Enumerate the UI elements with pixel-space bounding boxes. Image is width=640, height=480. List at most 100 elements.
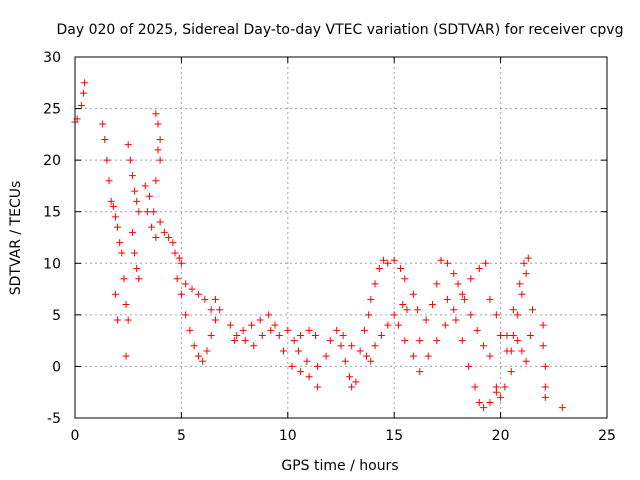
data-point — [126, 156, 134, 164]
data-point — [371, 280, 379, 288]
data-point — [248, 321, 256, 329]
data-point — [507, 368, 515, 376]
data-point — [160, 228, 168, 236]
data-point — [294, 347, 302, 355]
data-point — [303, 357, 311, 365]
data-point — [175, 254, 183, 262]
data-point — [377, 331, 385, 339]
data-point — [365, 311, 373, 319]
data-point — [207, 331, 215, 339]
data-point — [226, 321, 234, 329]
data-point — [516, 280, 524, 288]
data-point — [314, 362, 322, 370]
data-point — [105, 177, 113, 185]
data-point — [156, 218, 164, 226]
y-axis-title: SDTVAR / TECUs — [8, 181, 24, 296]
data-point — [194, 352, 202, 360]
data-point — [150, 208, 158, 216]
data-point — [101, 136, 109, 144]
data-point — [156, 156, 164, 164]
data-point — [305, 326, 313, 334]
data-point — [409, 290, 417, 298]
data-point — [177, 259, 185, 267]
data-point — [514, 337, 522, 345]
data-point — [201, 295, 209, 303]
chart-title: Day 020 of 2025, Sidereal Day-to-day VTE… — [57, 22, 624, 38]
x-tick-label: 25 — [598, 428, 616, 444]
data-point — [539, 342, 547, 350]
data-point — [297, 368, 305, 376]
data-point — [152, 177, 160, 185]
data-point — [152, 110, 160, 118]
x-tick-label: 20 — [492, 428, 510, 444]
data-point — [450, 270, 458, 278]
data-point — [190, 342, 198, 350]
data-point — [135, 208, 143, 216]
data-point — [403, 306, 411, 314]
data-point — [128, 172, 136, 180]
data-point — [433, 280, 441, 288]
data-point — [211, 316, 219, 324]
plot-frame — [74, 56, 608, 419]
data-point — [284, 326, 292, 334]
data-point — [143, 208, 151, 216]
data-point — [416, 337, 424, 345]
data-point — [111, 213, 119, 221]
data-point — [437, 256, 445, 264]
data-point — [80, 89, 88, 97]
data-point — [394, 321, 402, 329]
data-point — [480, 342, 488, 350]
data-point — [429, 301, 437, 309]
data-point — [124, 316, 132, 324]
data-point — [122, 301, 130, 309]
data-point — [186, 326, 194, 334]
data-point — [280, 347, 288, 355]
data-point — [231, 337, 239, 345]
data-point — [352, 378, 360, 386]
data-point — [390, 256, 398, 264]
data-point — [356, 347, 364, 355]
data-point — [475, 264, 483, 272]
data-point — [111, 290, 119, 298]
data-point — [341, 357, 349, 365]
x-tick-label: 15 — [385, 428, 403, 444]
data-point — [173, 275, 181, 283]
data-point — [124, 141, 132, 149]
data-point — [339, 331, 347, 339]
data-point — [177, 290, 185, 298]
data-point — [497, 331, 505, 339]
data-point — [480, 404, 488, 412]
data-point — [509, 331, 517, 339]
data-point — [128, 228, 136, 236]
x-tick-label: 5 — [177, 428, 186, 444]
data-point — [171, 249, 179, 257]
data-point — [539, 321, 547, 329]
data-point — [524, 254, 532, 262]
data-point — [384, 259, 392, 267]
data-point — [109, 203, 117, 211]
x-tick-label: 0 — [71, 428, 80, 444]
data-point — [518, 347, 526, 355]
data-point — [250, 342, 258, 350]
data-point — [145, 192, 153, 200]
data-point — [450, 306, 458, 314]
data-point — [203, 347, 211, 355]
data-point — [507, 347, 515, 355]
data-point — [360, 326, 368, 334]
data-point — [326, 337, 334, 345]
data-point — [99, 120, 107, 128]
y-tick-label: -5 — [47, 411, 61, 427]
data-point — [267, 326, 275, 334]
data-point — [409, 352, 417, 360]
data-point — [441, 321, 449, 329]
data-point — [558, 404, 566, 412]
data-point — [199, 357, 207, 365]
data-point — [211, 295, 219, 303]
data-point — [216, 306, 224, 314]
data-point — [471, 383, 479, 391]
data-point — [443, 259, 451, 267]
data-point — [133, 264, 141, 272]
data-point — [397, 264, 405, 272]
data-point — [541, 393, 549, 401]
data-point — [188, 285, 196, 293]
